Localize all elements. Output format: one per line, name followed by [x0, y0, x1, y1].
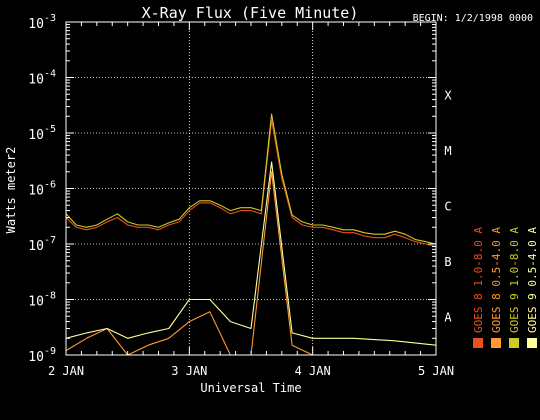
legend-label: GOES 9 1.0-8.0 A [508, 227, 521, 333]
plot-frame [65, 21, 437, 356]
x-tick-label: 4 JAN [295, 364, 331, 378]
legend-swatch [473, 338, 483, 348]
legend-swatch [509, 338, 519, 348]
y-tick-label: 10-8 [28, 291, 56, 310]
axis-ticks [65, 21, 437, 356]
x-tick-label: 2 JAN [48, 364, 84, 378]
x-tick-label: 3 JAN [171, 364, 207, 378]
legend: GOES 8 1.0-8.0 A GOES 9 1.0-8.0 A GOES 8 0… [472, 227, 539, 348]
flare-class-label: B [444, 255, 451, 269]
x-axis-label: Universal Time [200, 381, 301, 395]
y-tick-label: 10-4 [28, 69, 56, 88]
series-line [65, 113, 437, 245]
flare-class-label: A [444, 311, 452, 325]
y-tick-label: 10-9 [28, 346, 56, 365]
legend-label: GOES 8 0.5-4.0 A [490, 227, 503, 333]
begin-date-label: BEGIN: 1/2/1998 0000 [413, 13, 533, 24]
flare-class-label: C [444, 200, 451, 214]
legend-swatch [527, 338, 537, 348]
x-tick-labels: 2 JAN 3 JAN 4 JAN 5 JAN [48, 364, 454, 378]
legend-label: GOES 9 0.5-4.0 A [526, 227, 539, 333]
chart-title: X-Ray Flux (Five Minute) [142, 4, 359, 22]
series-line [65, 119, 437, 248]
legend-swatch [491, 338, 501, 348]
series-line [65, 161, 437, 346]
y-tick-labels: 10-9 10-8 10-7 10-6 10-5 10-4 10-3 [28, 13, 56, 365]
flare-class-label: X [444, 89, 452, 103]
flare-class-label: M [444, 144, 451, 158]
y-axis-label: Watts meter2 [4, 147, 18, 234]
y-tick-label: 10-6 [28, 180, 56, 199]
x-tick-label: 5 JAN [418, 364, 454, 378]
legend-label: GOES 8 1.0-8.0 A [472, 227, 485, 333]
series-layer [65, 113, 437, 356]
flare-class-labels: A B C M X [444, 89, 452, 325]
y-tick-label: 10-5 [28, 124, 56, 143]
y-tick-label: 10-3 [28, 13, 56, 32]
grid-lines [66, 22, 436, 355]
y-tick-label: 10-7 [28, 235, 56, 254]
